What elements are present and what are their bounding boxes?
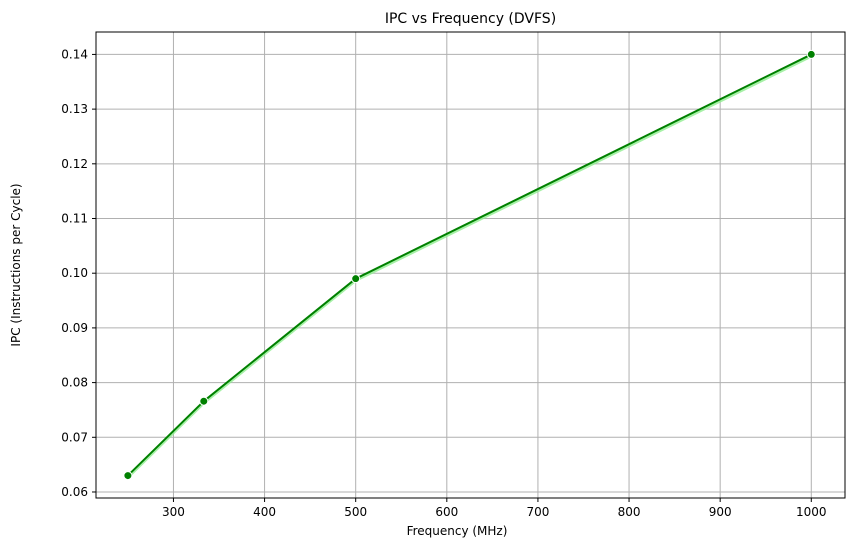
chart-title: IPC vs Frequency (DVFS)	[385, 11, 556, 27]
data-point	[806, 49, 816, 59]
x-tick-label: 400	[253, 505, 276, 519]
y-tick-label: 0.11	[61, 212, 88, 226]
y-tick-label: 0.10	[61, 266, 88, 280]
y-tick-label: 0.08	[61, 376, 88, 390]
y-axis: 0.06 0.07 0.08 0.09 0.10 0.11 0.12 0.13 0.14	[61, 47, 96, 499]
x-tick-label: 600	[435, 505, 458, 519]
x-axis: 300 400 500 600 700 800 900 1000	[162, 498, 827, 519]
y-axis-title: IPC (Instructions per Cycle)	[9, 183, 23, 346]
y-tick-label: 0.06	[61, 485, 88, 499]
series-line	[127, 53, 812, 477]
data-point	[199, 396, 209, 406]
series-band	[127, 55, 812, 479]
x-tick-label: 700	[526, 505, 549, 519]
x-tick-label: 900	[709, 505, 732, 519]
x-tick-label: 1000	[796, 505, 827, 519]
x-tick-label: 800	[618, 505, 641, 519]
x-axis-title: Frequency (MHz)	[407, 524, 508, 538]
data-point	[351, 274, 361, 284]
y-tick-label: 0.13	[61, 102, 88, 116]
y-tick-label: 0.14	[61, 47, 88, 61]
y-tick-label: 0.09	[61, 321, 88, 335]
y-tick-label: 0.07	[61, 430, 88, 444]
series-layer	[123, 49, 816, 481]
plot-frame	[95, 31, 846, 499]
x-tick-label: 500	[344, 505, 367, 519]
x-tick-label: 300	[162, 505, 185, 519]
data-point	[123, 471, 133, 481]
y-tick-label: 0.12	[61, 157, 88, 171]
grid	[96, 32, 845, 498]
